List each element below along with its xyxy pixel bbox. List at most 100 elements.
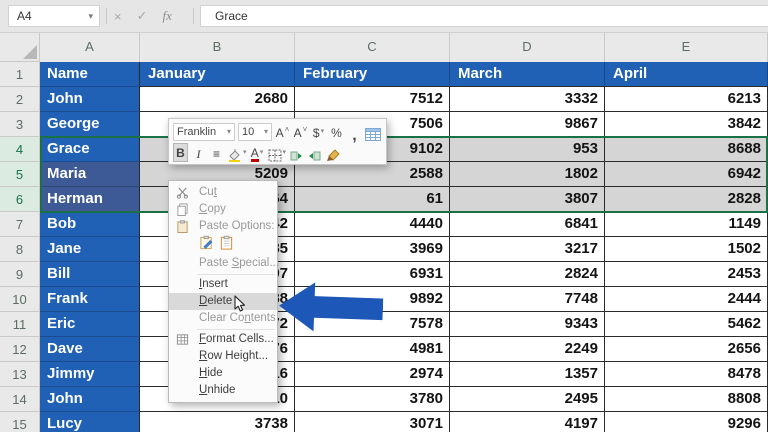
column-header-D[interactable]: D	[450, 32, 605, 62]
cell-A2[interactable]: John	[40, 87, 140, 112]
cell-D13[interactable]: 1357	[450, 362, 605, 387]
cell-D15[interactable]: 4197	[450, 412, 605, 432]
context-menu-item-row-height[interactable]: Row Height...	[169, 348, 277, 365]
row-header-15[interactable]: 15	[0, 412, 40, 432]
cell-B1[interactable]: January	[140, 62, 295, 87]
cell-E6[interactable]: 2828	[605, 187, 768, 212]
row-header-1[interactable]: 1	[0, 62, 40, 87]
row-header-5[interactable]: 5	[0, 162, 40, 187]
cell-E4[interactable]: 8688	[605, 137, 768, 162]
cell-E8[interactable]: 1502	[605, 237, 768, 262]
row-header-4[interactable]: 4	[0, 137, 40, 162]
cell-A4[interactable]: Grace	[40, 137, 140, 162]
insert-function-icon[interactable]: fx	[162, 8, 172, 23]
cell-C6[interactable]: 61	[295, 187, 450, 212]
insert-cells-button[interactable]	[289, 143, 304, 162]
cell-D5[interactable]: 1802	[450, 162, 605, 187]
format-painter-button[interactable]	[325, 143, 340, 162]
paste-keep-formatting-button[interactable]	[199, 235, 214, 256]
cell-E1[interactable]: April	[605, 62, 768, 87]
enter-icon[interactable]: ✓	[136, 8, 148, 23]
row-header-6[interactable]: 6	[0, 187, 40, 212]
row-header-9[interactable]: 9	[0, 262, 40, 287]
decrease-font-size-button[interactable]: A ˅	[293, 125, 308, 140]
row-header-7[interactable]: 7	[0, 212, 40, 237]
row-header-8[interactable]: 8	[0, 237, 40, 262]
cell-A12[interactable]: Dave	[40, 337, 140, 362]
cell-E3[interactable]: 3842	[605, 112, 768, 137]
comma-style-button[interactable]: ,	[347, 122, 362, 144]
paste-values-button[interactable]	[219, 235, 234, 256]
cell-A6[interactable]: Herman	[40, 187, 140, 212]
cell-D11[interactable]: 9343	[450, 312, 605, 337]
cell-A7[interactable]: Bob	[40, 212, 140, 237]
cell-E7[interactable]: 1149	[605, 212, 768, 237]
cancel-icon[interactable]: ×	[114, 8, 122, 24]
cell-C15[interactable]: 3071	[295, 412, 450, 432]
font-name-select[interactable]: Franklin ▾	[173, 122, 235, 141]
cell-D6[interactable]: 3807	[450, 187, 605, 212]
format-table-button[interactable]	[365, 122, 381, 141]
cell-A14[interactable]: John	[40, 387, 140, 412]
cell-D8[interactable]: 3217	[450, 237, 605, 262]
name-box[interactable]: A4 ▾	[8, 5, 100, 27]
cell-A13[interactable]: Jimmy	[40, 362, 140, 387]
align-center-button[interactable]: ≡	[209, 143, 224, 162]
cell-C14[interactable]: 3780	[295, 387, 450, 412]
cell-C2[interactable]: 7512	[295, 87, 450, 112]
increase-font-size-button[interactable]: A ˄	[275, 125, 290, 140]
cell-D10[interactable]: 7748	[450, 287, 605, 312]
context-menu-item-delete[interactable]: Delete	[169, 293, 277, 312]
cell-C7[interactable]: 4440	[295, 212, 450, 237]
cell-D1[interactable]: March	[450, 62, 605, 87]
cell-C5[interactable]: 2588	[295, 162, 450, 187]
cell-C12[interactable]: 4981	[295, 337, 450, 362]
row-header-10[interactable]: 10	[0, 287, 40, 312]
row-header-2[interactable]: 2	[0, 87, 40, 112]
cell-C1[interactable]: February	[295, 62, 450, 87]
cell-D14[interactable]: 2495	[450, 387, 605, 412]
cell-D2[interactable]: 3332	[450, 87, 605, 112]
cell-D7[interactable]: 6841	[450, 212, 605, 237]
row-header-14[interactable]: 14	[0, 387, 40, 412]
cell-C9[interactable]: 6931	[295, 262, 450, 287]
context-menu-item-paste-special[interactable]: Paste Special...	[169, 255, 279, 272]
cell-E14[interactable]: 8808	[605, 387, 768, 412]
borders-button[interactable]: ▾	[268, 143, 286, 162]
cell-A3[interactable]: George	[40, 112, 140, 137]
cell-C8[interactable]: 3969	[295, 237, 450, 262]
context-menu-item-copy[interactable]: Copy	[169, 201, 277, 218]
cell-E12[interactable]: 2656	[605, 337, 768, 362]
chevron-down-icon[interactable]: ▾	[88, 11, 93, 21]
cell-E11[interactable]: 5462	[605, 312, 768, 337]
formula-bar[interactable]: Grace	[200, 5, 768, 27]
italic-button[interactable]: I	[191, 143, 206, 162]
cell-E5[interactable]: 6942	[605, 162, 768, 187]
cell-A15[interactable]: Lucy	[40, 412, 140, 432]
cell-E9[interactable]: 2453	[605, 262, 768, 287]
cell-D9[interactable]: 2824	[450, 262, 605, 287]
cell-A5[interactable]: Maria	[40, 162, 140, 187]
select-all-corner[interactable]	[0, 32, 40, 62]
column-header-C[interactable]: C	[295, 32, 450, 62]
font-size-select[interactable]: 10 ▾	[238, 122, 272, 141]
cell-A10[interactable]: Frank	[40, 287, 140, 312]
fill-color-button[interactable]: ▾	[227, 143, 247, 162]
cell-C13[interactable]: 2974	[295, 362, 450, 387]
cell-A9[interactable]: Bill	[40, 262, 140, 287]
font-color-button[interactable]: A ▾	[250, 143, 265, 162]
context-menu-item-format-cells[interactable]: Format Cells...	[169, 331, 277, 348]
context-menu-item-insert[interactable]: Insert	[169, 276, 277, 293]
cell-D4[interactable]: 953	[450, 137, 605, 162]
column-header-E[interactable]: E	[605, 32, 768, 62]
cell-D3[interactable]: 9867	[450, 112, 605, 137]
cell-E13[interactable]: 8478	[605, 362, 768, 387]
cell-D12[interactable]: 2249	[450, 337, 605, 362]
cell-B2[interactable]: 2680	[140, 87, 295, 112]
context-menu-item-clear-contents[interactable]: Clear Contents	[169, 310, 277, 327]
context-menu-item-cut[interactable]: Cut	[169, 184, 277, 201]
bold-button[interactable]: B	[173, 143, 188, 162]
cell-A11[interactable]: Eric	[40, 312, 140, 337]
cell-A1[interactable]: Name	[40, 62, 140, 87]
context-menu-item-hide[interactable]: Hide	[169, 365, 277, 382]
